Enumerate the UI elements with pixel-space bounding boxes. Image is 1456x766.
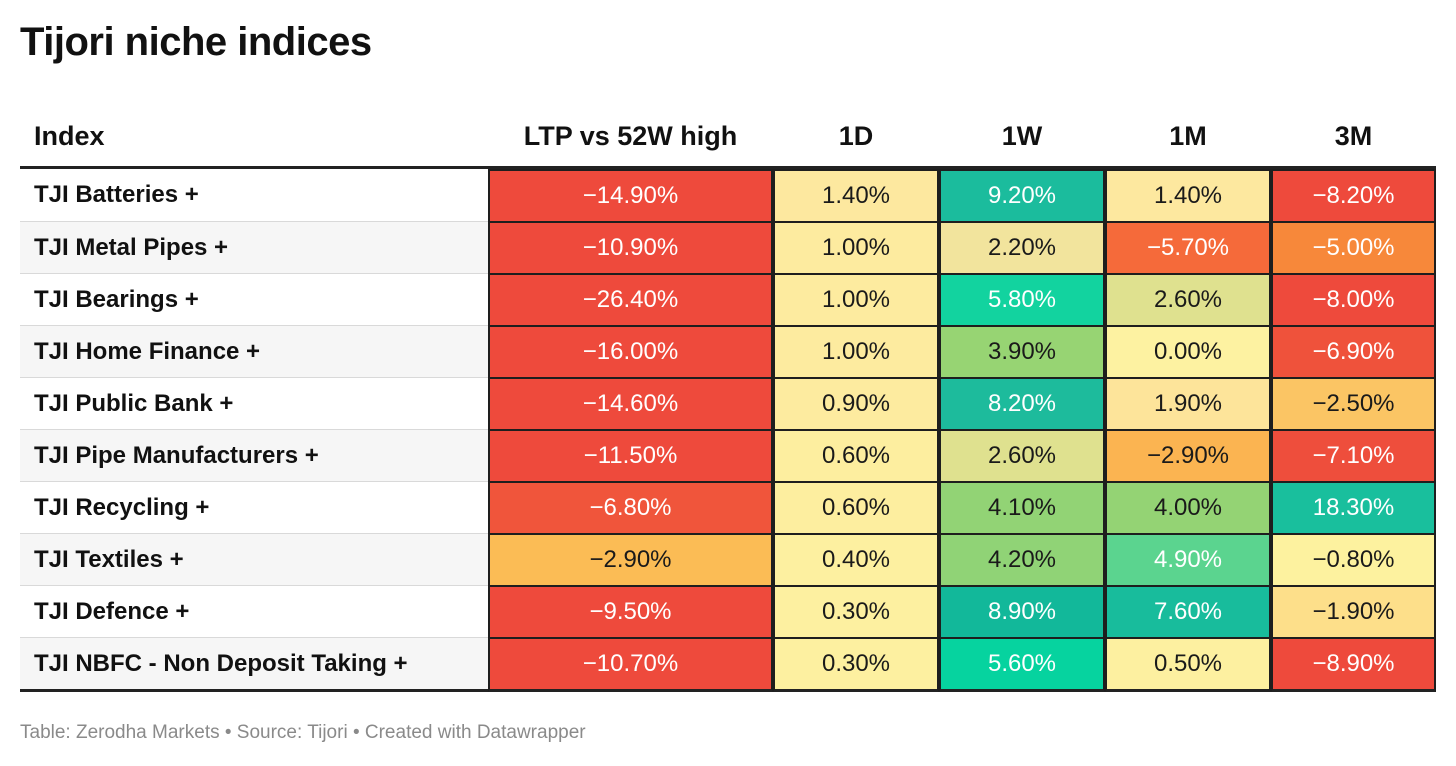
table-row: TJI Recycling + −6.80% 0.60% 4.10% 4.00% 18.3… — [20, 482, 1436, 534]
value-cell: −16.00% — [488, 326, 773, 378]
value-cell: 1.40% — [773, 169, 939, 222]
column-header: Index — [20, 106, 488, 169]
value-cell: 4.90% — [1105, 534, 1271, 586]
data-table: Index LTP vs 52W high 1D 1W 1M 3M TJI Ba… — [20, 106, 1436, 692]
value-cell: −5.00% — [1271, 222, 1436, 274]
value-cell: −6.90% — [1271, 326, 1436, 378]
table-row: TJI Home Finance + −16.00% 1.00% 3.90% 0.00%… — [20, 326, 1436, 378]
table-row: TJI Textiles + −2.90% 0.40% 4.20% 4.90% −0.80… — [20, 534, 1436, 586]
value-cell: −14.60% — [488, 378, 773, 430]
value-cell: −10.70% — [488, 638, 773, 692]
table-row: TJI Defence + −9.50% 0.30% 8.90% 7.60% −1.90% — [20, 586, 1436, 638]
column-header: 1W — [939, 106, 1105, 169]
value-cell: 0.00% — [1105, 326, 1271, 378]
header-row: Index LTP vs 52W high 1D 1W 1M 3M — [20, 106, 1436, 169]
value-cell: −10.90% — [488, 222, 773, 274]
value-cell: 1.40% — [1105, 169, 1271, 222]
value-cell: 8.20% — [939, 378, 1105, 430]
table-row: TJI Public Bank + −14.60% 0.90% 8.20% 1.90% −… — [20, 378, 1436, 430]
value-cell: −7.10% — [1271, 430, 1436, 482]
value-cell: −14.90% — [488, 169, 773, 222]
footer-note: Table: Zerodha Markets • Source: Tijori … — [20, 722, 586, 743]
value-cell: −2.90% — [488, 534, 773, 586]
value-cell: −1.90% — [1271, 586, 1436, 638]
value-cell: −26.40% — [488, 274, 773, 326]
value-cell: 4.20% — [939, 534, 1105, 586]
value-cell: −9.50% — [488, 586, 773, 638]
row-label: TJI Pipe Manufacturers + — [20, 430, 488, 482]
column-header: LTP vs 52W high — [488, 106, 773, 169]
value-cell: −8.90% — [1271, 638, 1436, 692]
table-body: TJI Batteries + −14.90% 1.40% 9.20% 1.40% −8.… — [20, 169, 1436, 692]
row-label: TJI Recycling + — [20, 482, 488, 534]
row-label: TJI Metal Pipes + — [20, 222, 488, 274]
value-cell: 2.20% — [939, 222, 1105, 274]
chart-title: Tijori niche indices — [20, 20, 372, 64]
value-cell: 4.10% — [939, 482, 1105, 534]
value-cell: 1.00% — [773, 222, 939, 274]
value-cell: 4.00% — [1105, 482, 1271, 534]
value-cell: 2.60% — [939, 430, 1105, 482]
value-cell: −2.90% — [1105, 430, 1271, 482]
row-label: TJI Textiles + — [20, 534, 488, 586]
table-row: TJI Bearings + −26.40% 1.00% 5.80% 2.60% −8.0… — [20, 274, 1436, 326]
table-row: TJI NBFC - Non Deposit Taking + −10.70% 0.… — [20, 638, 1436, 692]
column-header: 1M — [1105, 106, 1271, 169]
row-label: TJI Bearings + — [20, 274, 488, 326]
value-cell: 1.90% — [1105, 378, 1271, 430]
table-row: TJI Batteries + −14.90% 1.40% 9.20% 1.40% −8.… — [20, 169, 1436, 222]
value-cell: −2.50% — [1271, 378, 1436, 430]
value-cell: −0.80% — [1271, 534, 1436, 586]
value-cell: −8.00% — [1271, 274, 1436, 326]
value-cell: 5.80% — [939, 274, 1105, 326]
table-row: TJI Metal Pipes + −10.90% 1.00% 2.20% −5.70%… — [20, 222, 1436, 274]
value-cell: 2.60% — [1105, 274, 1271, 326]
value-cell: −5.70% — [1105, 222, 1271, 274]
row-label: TJI Batteries + — [20, 169, 488, 222]
value-cell: 8.90% — [939, 586, 1105, 638]
value-cell: 0.50% — [1105, 638, 1271, 692]
value-cell: 3.90% — [939, 326, 1105, 378]
row-label: TJI Defence + — [20, 586, 488, 638]
value-cell: 0.40% — [773, 534, 939, 586]
value-cell: 0.60% — [773, 482, 939, 534]
value-cell: 7.60% — [1105, 586, 1271, 638]
row-label: TJI NBFC - Non Deposit Taking + — [20, 638, 488, 692]
value-cell: 1.00% — [773, 274, 939, 326]
column-header: 3M — [1271, 106, 1436, 169]
value-cell: −11.50% — [488, 430, 773, 482]
value-cell: 0.30% — [773, 586, 939, 638]
value-cell: 18.30% — [1271, 482, 1436, 534]
value-cell: 0.30% — [773, 638, 939, 692]
value-cell: −6.80% — [488, 482, 773, 534]
value-cell: 0.60% — [773, 430, 939, 482]
column-header: 1D — [773, 106, 939, 169]
table-row: TJI Pipe Manufacturers + −11.50% 0.60% 2.60… — [20, 430, 1436, 482]
row-label: TJI Home Finance + — [20, 326, 488, 378]
value-cell: 0.90% — [773, 378, 939, 430]
value-cell: 9.20% — [939, 169, 1105, 222]
value-cell: 1.00% — [773, 326, 939, 378]
value-cell: 5.60% — [939, 638, 1105, 692]
value-cell: −8.20% — [1271, 169, 1436, 222]
row-label: TJI Public Bank + — [20, 378, 488, 430]
